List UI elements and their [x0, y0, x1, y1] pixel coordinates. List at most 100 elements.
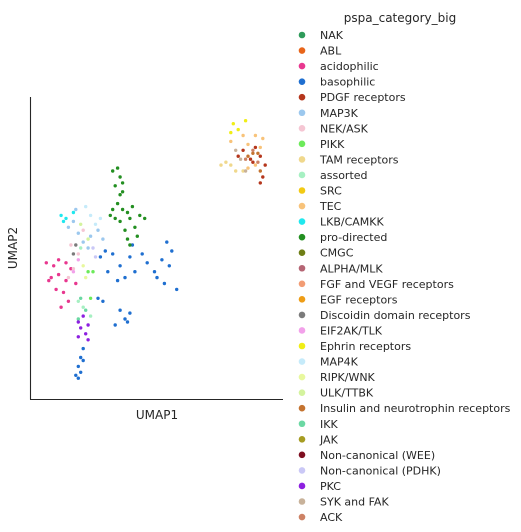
legend-item-24: Insulin and neurotrophin receptors [298, 402, 511, 415]
point-3-11 [160, 258, 164, 262]
point-3-10 [152, 270, 157, 274]
legend-marker-22 [298, 373, 306, 381]
legend-label-14: CMGC [320, 247, 354, 260]
legend-item-29: PKC [298, 480, 341, 493]
point-3-2 [111, 252, 115, 256]
legend-label-30: SYK and FAK [320, 496, 389, 509]
point-9-1 [81, 305, 85, 309]
legend-item-19: EIF2AK/TLK [298, 324, 383, 337]
point-3-18 [140, 252, 144, 256]
point-3-33 [125, 320, 130, 324]
legend-item-3: basophilic [298, 76, 375, 89]
point-31-0 [243, 157, 248, 161]
point-24-0 [246, 154, 250, 158]
point-3-9 [145, 261, 149, 265]
point-29-4 [84, 332, 88, 336]
point-2-2 [56, 258, 61, 262]
point-2-11 [47, 278, 51, 283]
point-13-19 [108, 213, 113, 218]
legend-item-18: Discoidin domain receptors [298, 309, 471, 322]
point-3-23 [123, 317, 127, 321]
legend-label-20: Ephrin receptors [320, 340, 411, 353]
point-3-1 [103, 249, 108, 253]
legend-label-6: NEK/ASK [320, 122, 369, 135]
point-13-12 [138, 213, 142, 218]
legend-label-4: PDGF receptors [320, 91, 406, 104]
legend-marker-3 [298, 78, 306, 85]
legend-marker-25 [298, 420, 306, 428]
legend-marker-24 [298, 404, 306, 412]
legend-marker-0 [298, 31, 306, 39]
point-24-1 [251, 151, 255, 155]
point-13-17 [143, 216, 147, 221]
legend-marker-11 [298, 202, 306, 210]
point-5-2 [76, 231, 81, 235]
point-30-1 [243, 169, 248, 173]
legend-marker-31 [298, 513, 306, 521]
legend-label-13: pro-directed [320, 231, 387, 244]
point-5-7 [74, 207, 78, 212]
legend-marker-17 [298, 296, 306, 303]
point-13-9 [118, 193, 122, 197]
legend-label-26: JAK [319, 433, 339, 446]
point-8-0 [219, 163, 223, 167]
point-3-19 [106, 270, 110, 274]
legend-item-14: CMGC [298, 247, 354, 260]
legend-label-29: PKC [320, 480, 341, 493]
point-4-4 [258, 154, 262, 158]
point-5-8 [86, 246, 90, 250]
legend-marker-30 [298, 498, 306, 505]
point-29-2 [86, 323, 90, 327]
point-12-2 [71, 210, 76, 215]
legend-marker-7 [298, 140, 306, 148]
point-2-3 [64, 261, 68, 265]
legend-item-7: PIKK [298, 138, 345, 151]
point-9-3 [79, 246, 83, 250]
point-3-32 [113, 323, 117, 327]
point-22-0 [81, 264, 85, 268]
point-20-3 [229, 130, 233, 135]
point-3-17 [165, 240, 169, 244]
point-4-2 [248, 157, 253, 161]
point-5-4 [88, 234, 93, 238]
point-2-8 [61, 290, 66, 295]
point-29-6 [86, 338, 90, 342]
point-6-2 [71, 267, 76, 271]
legend-label-28: Non-canonical (PDHK) [320, 464, 441, 477]
legend-label-11: TEC [319, 200, 342, 213]
legend-item-9: assorted [298, 169, 368, 182]
legend-marker-14 [298, 249, 306, 256]
point-13-11 [133, 225, 137, 229]
point-24-2 [256, 151, 260, 155]
legend-marker-27 [298, 451, 306, 459]
plot-area [29, 97, 283, 401]
legend-item-23: ULK/TTBK [298, 387, 374, 400]
legend-label-24: Insulin and neurotrophin receptors [320, 402, 511, 415]
legend-label-27: Non-canonical (WEE) [320, 449, 435, 462]
point-13-2 [118, 175, 122, 179]
point-13-13 [135, 234, 139, 238]
legend-item-12: LKB/CAMKK [298, 216, 385, 229]
point-5-1 [71, 219, 76, 224]
legend-item-30: SYK and FAK [298, 496, 389, 509]
point-2-4 [49, 275, 53, 280]
point-21-0 [88, 213, 93, 218]
point-3-8 [115, 278, 120, 283]
legend-label-22: RIPK/WNK [320, 371, 376, 384]
point-28-1 [93, 255, 98, 259]
point-20-1 [236, 127, 240, 132]
legend-label-1: ABL [320, 45, 342, 58]
point-21-3 [98, 216, 103, 221]
legend-label-9: assorted [320, 169, 368, 182]
point-30-0 [238, 157, 243, 161]
point-3-15 [155, 275, 159, 280]
legend-item-4: PDGF receptors [298, 91, 406, 104]
legend-item-0: NAK [298, 29, 344, 42]
point-20-2 [243, 119, 248, 123]
legend-item-21: MAP4K [298, 356, 359, 369]
point-7-1 [91, 270, 95, 274]
point-6-4 [66, 275, 71, 280]
point-11-5 [261, 136, 265, 141]
point-11-3 [253, 133, 258, 138]
legend-marker-10 [298, 187, 306, 194]
